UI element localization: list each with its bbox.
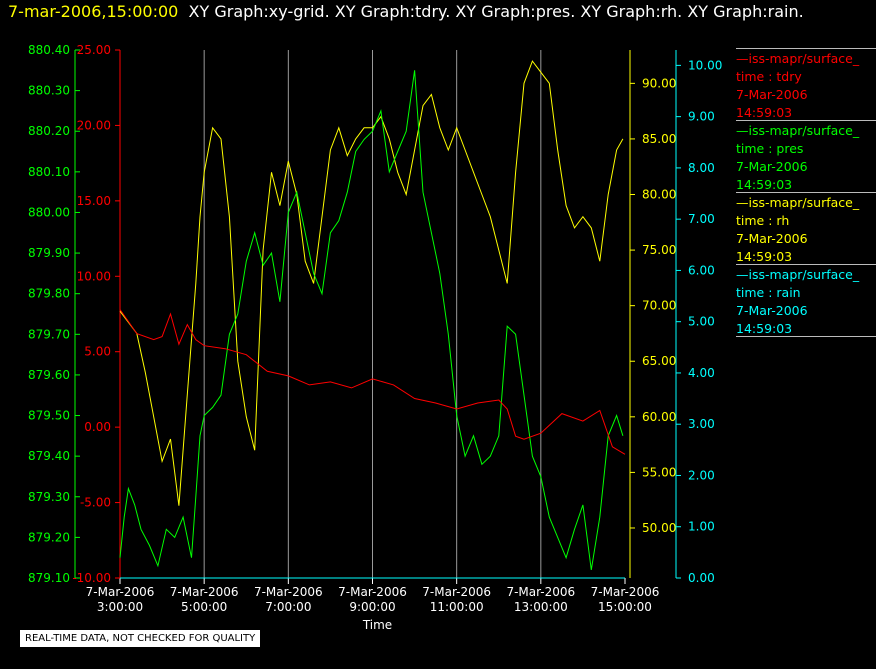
y-tick-label-tdry: 5.00	[84, 345, 111, 359]
y-tick-label-tdry: 25.00	[77, 43, 111, 57]
y-tick-label-tdry: -10.00	[72, 571, 111, 585]
y-tick-label-rain: 9.00	[688, 110, 715, 124]
x-tick-label-date: 7-Mar-2006	[338, 585, 407, 599]
y-tick-label-rain: 5.00	[688, 315, 715, 329]
y-tick-label-rh: 55.00	[642, 465, 676, 479]
y-axis-pres: 879.10 879.20 879.30 879.40 879.50 879.60 879.…	[28, 43, 80, 585]
y-tick-label-rain: 3.00	[688, 417, 715, 431]
legend-series-name: —iss-mapr/surface_	[736, 51, 860, 66]
y-tick-label-rain: 10.00	[688, 58, 722, 72]
legend-end-separator	[736, 336, 876, 338]
x-tick-label-time: 15:00:00	[598, 600, 652, 614]
legend-date: 7-Mar-2006	[736, 159, 808, 174]
y-tick-label-rain: 6.00	[688, 263, 715, 277]
y-tick-label-pres: 879.90	[28, 246, 70, 260]
legend-entry: —iss-mapr/surface_time : pres 7-Mar-2006 1…	[736, 120, 876, 194]
legend-series-name: —iss-mapr/surface_	[736, 123, 860, 138]
legend-date: 7-Mar-2006	[736, 303, 808, 318]
legend-variable: time : rh	[736, 213, 790, 228]
legend-separator	[736, 48, 876, 49]
x-tick-label-date: 7-Mar-2006	[86, 585, 155, 599]
y-tick-label-tdry: 10.00	[77, 269, 111, 283]
x-tick-label-time: 3:00:00	[97, 600, 143, 614]
y-tick-label-rh: 90.00	[642, 76, 676, 90]
legend-variable: time : tdry	[736, 69, 802, 84]
y-tick-label-rh: 50.00	[642, 521, 676, 535]
y-tick-label-rain: 1.00	[688, 520, 715, 534]
legend-variable: time : rain	[736, 285, 801, 300]
legend-series-name: —iss-mapr/surface_	[736, 267, 860, 282]
x-tick-label-date: 7-Mar-2006	[254, 585, 323, 599]
series-line-rh	[119, 60, 624, 506]
x-tick-label-date: 7-Mar-2006	[170, 585, 239, 599]
y-tick-label-pres: 880.00	[28, 205, 70, 219]
y-tick-label-rh: 65.00	[642, 354, 676, 368]
y-tick-label-tdry: 15.00	[77, 194, 111, 208]
legend-time: 14:59:03	[736, 105, 793, 120]
x-tick-label-time: 11:00:00	[430, 600, 484, 614]
page-title: 7-mar-2006,15:00:00 XY Graph:xy-grid. XY…	[8, 2, 804, 21]
x-tick-label-date: 7-Mar-2006	[422, 585, 491, 599]
legend-separator	[736, 120, 876, 121]
quality-note: REAL-TIME DATA, NOT CHECKED FOR QUALITY	[20, 630, 261, 647]
legend-date: 7-Mar-2006	[736, 231, 808, 246]
y-tick-label-rh: 60.00	[642, 410, 676, 424]
legend-separator	[736, 192, 876, 193]
y-tick-label-rh: 70.00	[642, 299, 676, 313]
y-tick-label-rh: 85.00	[642, 132, 676, 146]
x-tick-label-date: 7-Mar-2006	[506, 585, 575, 599]
y-tick-label-pres: 879.70	[28, 327, 70, 341]
y-tick-label-rh: 75.00	[642, 243, 676, 257]
y-tick-label-rain: 4.00	[688, 366, 715, 380]
x-tick-label-time: 7:00:00	[265, 600, 311, 614]
legend-entry: —iss-mapr/surface_time : tdry 7-Mar-2006 1…	[736, 48, 876, 122]
title-graph-list: XY Graph:xy-grid. XY Graph:tdry. XY Grap…	[188, 2, 804, 21]
y-tick-label-tdry: 0.00	[84, 420, 111, 434]
y-tick-label-pres: 880.20	[28, 124, 70, 138]
y-tick-label-pres: 880.10	[28, 165, 70, 179]
y-tick-label-rain: 2.00	[688, 468, 715, 482]
y-axis-tdry: -10.00 -5.00 0.00 5.00 10.00 15.00 20.00 25.00	[72, 43, 121, 585]
legend-separator	[736, 264, 876, 265]
y-tick-label-pres: 880.30	[28, 84, 70, 98]
x-tick-label-date: 7-Mar-2006	[591, 585, 660, 599]
y-tick-label-rain: 8.00	[688, 161, 715, 175]
y-tick-label-pres: 880.40	[28, 43, 70, 57]
y-axis-rh: 50.00 55.00 60.00 65.00 70.00 75.00 80.00 85.00…	[629, 50, 676, 578]
legend-time: 14:59:03	[736, 321, 793, 336]
y-tick-label-rh: 80.00	[642, 188, 676, 202]
y-tick-label-tdry: -5.00	[80, 496, 111, 510]
y-tick-label-pres: 879.10	[28, 571, 70, 585]
legend-entry: —iss-mapr/surface_time : rh 7-Mar-2006 14:…	[736, 192, 876, 266]
x-axis-label: Time	[362, 618, 392, 632]
x-tick-label-time: 5:00:00	[181, 600, 227, 614]
y-tick-label-pres: 879.40	[28, 449, 70, 463]
x-tick-label-time: 13:00:00	[514, 600, 568, 614]
y-tick-label-rain: 7.00	[688, 212, 715, 226]
title-timestamp: 7-mar-2006,15:00:00	[8, 2, 179, 21]
series-line-tdry	[119, 309, 626, 455]
y-tick-label-pres: 879.80	[28, 287, 70, 301]
legend-entry: —iss-mapr/surface_time : rain 7-Mar-2006 1…	[736, 264, 876, 338]
y-axis-rain: 0.00 1.00 2.00 3.00 4.00 5.00 6.00 7.00 8.00 9.00…	[675, 50, 722, 585]
series-line-pres	[119, 70, 624, 570]
y-tick-label-pres: 879.60	[28, 368, 70, 382]
y-tick-label-rain: 0.00	[688, 571, 715, 585]
legend-series-name: —iss-mapr/surface_	[736, 195, 860, 210]
y-tick-label-tdry: 20.00	[77, 118, 111, 132]
legend-time: 14:59:03	[736, 249, 793, 264]
y-tick-label-pres: 879.50	[28, 409, 70, 423]
legend-time: 14:59:03	[736, 177, 793, 192]
x-tick-label-time: 9:00:00	[349, 600, 395, 614]
legend-variable: time : pres	[736, 141, 804, 156]
y-tick-label-pres: 879.30	[28, 490, 70, 504]
y-tick-label-pres: 879.20	[28, 530, 70, 544]
legend-date: 7-Mar-2006	[736, 87, 808, 102]
